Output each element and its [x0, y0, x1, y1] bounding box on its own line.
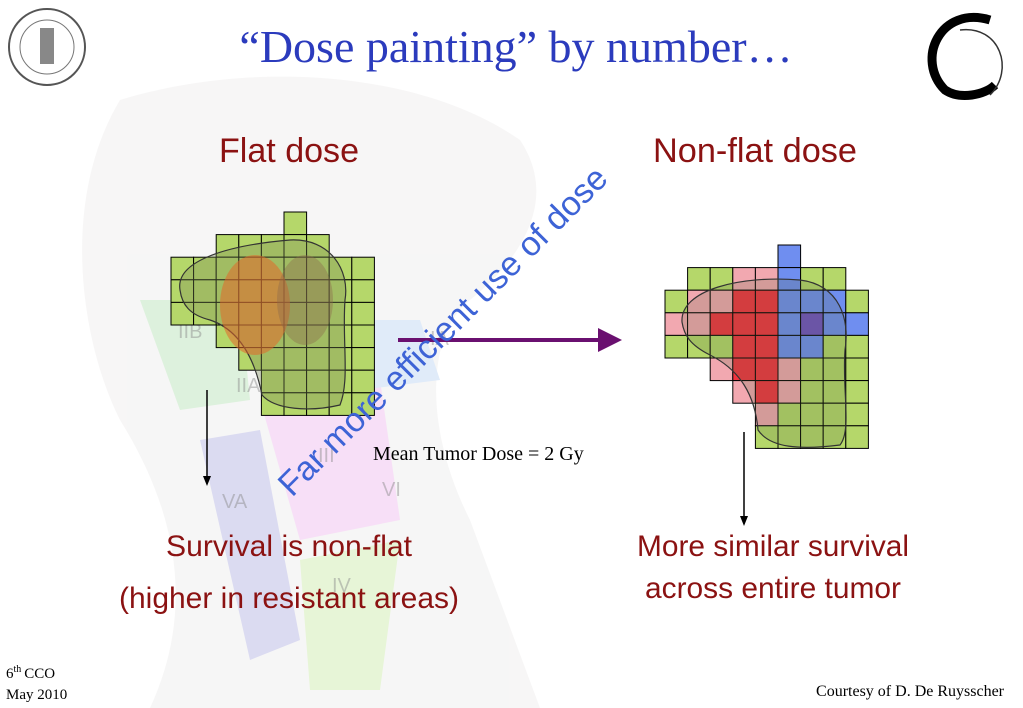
grid-cell	[351, 324, 375, 349]
slide-title: “Dose painting” by number…	[239, 21, 792, 72]
grid-cell	[351, 256, 375, 281]
panel-caption: (higher in resistant areas)	[119, 582, 459, 615]
hot-spot	[220, 255, 290, 355]
grid-cell	[664, 334, 689, 359]
panel-caption: across entire tumor	[645, 572, 901, 605]
grid-cell	[845, 334, 869, 359]
footer-credit: Courtesy of D. De Ruysscher	[816, 683, 1005, 700]
region-label: VI	[382, 479, 401, 501]
grid-cell	[845, 357, 869, 382]
edition-number: 6	[6, 666, 14, 682]
region-label: III	[318, 445, 335, 467]
grid-cell	[822, 267, 847, 291]
grid-cell	[351, 279, 375, 303]
grid-cell	[351, 392, 375, 416]
grid-cell	[283, 211, 308, 236]
grid-cell	[777, 244, 802, 269]
panel-caption: Survival is non-flat	[166, 530, 413, 563]
arrowhead	[203, 476, 211, 486]
region-label: IIA	[236, 375, 261, 397]
grid-cell	[845, 380, 869, 404]
dose-blob	[681, 278, 847, 448]
university-seal	[8, 8, 86, 86]
grid-cell	[351, 347, 375, 371]
region-label: VA	[222, 491, 248, 513]
grid-cell	[845, 312, 869, 336]
footer-edition: 6th CCO	[6, 664, 55, 682]
region-label: IV	[332, 575, 352, 597]
grid-cell	[351, 301, 375, 326]
panel-heading: Non-flat dose	[653, 132, 857, 170]
footer-date: May 2010	[6, 687, 67, 703]
edition-name: CCO	[24, 666, 55, 682]
arrowhead	[740, 516, 748, 526]
panel-caption: More similar survival	[637, 530, 909, 563]
panel-heading: Flat dose	[219, 132, 359, 170]
edition-suffix: th	[14, 664, 22, 675]
hot-spot	[277, 255, 333, 345]
center-note: Mean Tumor Dose = 2 Gy	[373, 443, 584, 465]
region-label: IIB	[178, 321, 202, 343]
grid-cell	[845, 425, 869, 449]
grid-cell	[845, 289, 869, 314]
institute-logo	[927, 13, 1003, 100]
grid-cell	[687, 267, 711, 291]
arrowhead	[598, 328, 622, 352]
dose-grids	[170, 211, 869, 449]
grid-cell	[845, 402, 869, 427]
